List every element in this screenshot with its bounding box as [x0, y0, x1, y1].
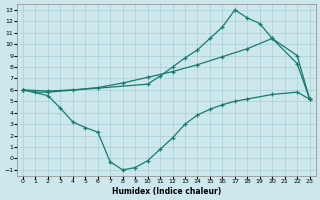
X-axis label: Humidex (Indice chaleur): Humidex (Indice chaleur) [112, 187, 221, 196]
